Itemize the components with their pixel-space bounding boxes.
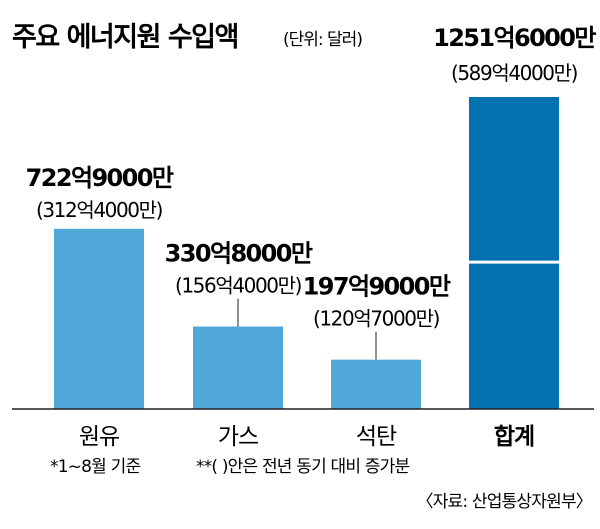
value-label-coal: 197억9000만	[303, 273, 451, 301]
category-label-gas: 가스	[218, 424, 258, 450]
bar-coal	[331, 359, 421, 409]
category-label-coal: 석탄	[356, 424, 397, 450]
note-period: *1~8월 기준	[50, 457, 140, 477]
unit-label: (단위: 달러)	[283, 30, 362, 50]
prev-label-gas: (156억4000만)	[175, 274, 302, 298]
value-label-total: 1251억6000만	[433, 24, 596, 52]
source-note: 〈자료: 산업통상자원부〉	[417, 492, 593, 512]
value-label-gas: 330억8000만	[165, 240, 313, 268]
value-label-oil: 722억9000만	[26, 164, 174, 192]
note-comparison: **( )안은 전년 동기 대비 증가분	[196, 457, 409, 477]
bar-total	[469, 97, 559, 409]
bar-gas	[193, 326, 283, 409]
bars: 722억9000만 (312억4000만) 원유 330억8000만 (156억4000…	[26, 24, 598, 450]
category-label-total: 합계	[494, 424, 534, 450]
chart-title: 주요 에너지원 수입액	[12, 22, 238, 53]
category-label-oil: 원유	[79, 424, 119, 450]
prev-label-coal: (120억7000만)	[313, 307, 440, 331]
bar-oil	[54, 228, 144, 409]
prev-label-total: (589억4000만)	[451, 61, 578, 85]
prev-label-oil: (312억4000만)	[36, 198, 163, 222]
